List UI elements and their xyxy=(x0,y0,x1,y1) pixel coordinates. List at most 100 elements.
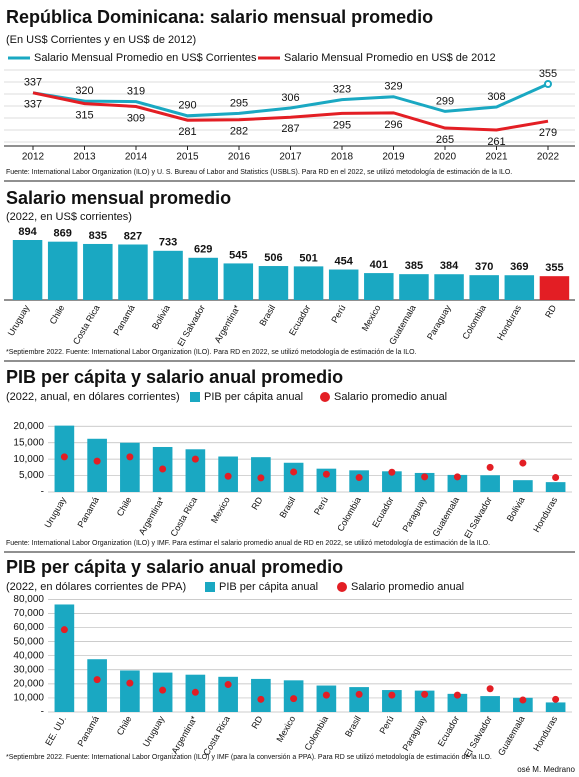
chart-title: PIB per cápita y salario anual promedio xyxy=(6,557,343,577)
legend-label: Salario promedio anual xyxy=(351,581,464,593)
dot xyxy=(191,688,199,696)
dot xyxy=(453,473,461,481)
bar xyxy=(545,482,566,492)
chart-subtitle: (En US$ Corrientes y en US$ de 2012) xyxy=(6,34,196,46)
data-label: 355 xyxy=(539,68,557,80)
dot xyxy=(93,676,101,684)
bar xyxy=(382,471,402,492)
dot xyxy=(486,463,494,471)
data-label: 454 xyxy=(335,255,354,267)
line-series xyxy=(32,91,549,132)
bar xyxy=(480,696,500,712)
dot xyxy=(257,474,265,482)
data-label: 309 xyxy=(127,112,145,124)
dot xyxy=(552,695,560,703)
bar xyxy=(316,468,337,492)
x-tick-label: 2015 xyxy=(176,152,199,163)
dot xyxy=(486,685,494,693)
bar xyxy=(120,442,140,492)
data-label: 506 xyxy=(264,252,282,264)
data-label: 281 xyxy=(178,126,196,138)
data-label: 329 xyxy=(384,81,402,93)
dot xyxy=(126,679,134,687)
x-tick-label: 2016 xyxy=(228,152,251,163)
legend-swatch xyxy=(320,392,330,402)
data-label: 295 xyxy=(230,97,248,109)
data-label: 869 xyxy=(54,228,72,240)
data-label: 827 xyxy=(124,230,142,242)
data-label: 287 xyxy=(281,123,299,135)
data-label: 296 xyxy=(384,119,402,131)
legend-label: Salario Mensual Promedio en US$ de 2012 xyxy=(284,52,496,64)
bar xyxy=(349,470,369,492)
bar xyxy=(87,438,107,492)
dot xyxy=(388,691,396,699)
bar xyxy=(185,449,206,492)
data-label: 261 xyxy=(487,136,505,148)
dot xyxy=(60,453,68,461)
bar xyxy=(447,474,468,492)
dot xyxy=(224,472,232,480)
bar xyxy=(316,685,337,712)
data-label: 323 xyxy=(333,84,351,96)
data-label: 370 xyxy=(475,261,493,273)
bar xyxy=(87,659,107,712)
bar xyxy=(504,275,535,300)
x-tick-label: 2020 xyxy=(434,152,457,163)
legend-swatch xyxy=(190,392,200,402)
footnote: Fuente: International Labor Organization… xyxy=(6,540,490,547)
y-tick-label: 40,000 xyxy=(13,650,44,661)
dot xyxy=(322,691,330,699)
dot xyxy=(519,459,527,467)
legend-label: Salario promedio anual xyxy=(334,391,447,403)
bar xyxy=(434,274,464,300)
bar xyxy=(12,240,43,300)
bar xyxy=(382,690,402,712)
bar xyxy=(120,670,140,712)
y-tick-label: - xyxy=(41,707,44,718)
bar xyxy=(480,475,500,492)
data-label: 282 xyxy=(230,126,248,138)
y-tick-label: 15,000 xyxy=(13,437,44,448)
dot xyxy=(388,468,396,476)
bar xyxy=(414,472,435,492)
y-tick-label: 50,000 xyxy=(13,636,44,647)
bar xyxy=(364,273,394,300)
y-tick-label: 20,000 xyxy=(13,678,44,689)
bar xyxy=(349,687,369,712)
y-tick-label: 80,000 xyxy=(13,594,44,605)
dot xyxy=(552,474,560,482)
bar xyxy=(513,697,533,712)
x-tick-label: 2018 xyxy=(331,152,354,163)
data-label: 299 xyxy=(436,95,454,107)
data-label: 337 xyxy=(24,77,42,89)
bar xyxy=(539,276,570,300)
x-tick-label: 2019 xyxy=(382,152,405,163)
bar xyxy=(469,275,499,300)
data-label: 315 xyxy=(75,109,93,121)
bar xyxy=(399,274,429,300)
bar xyxy=(47,241,78,300)
data-label: 835 xyxy=(89,230,107,242)
bar xyxy=(545,702,566,712)
data-label: 384 xyxy=(440,260,459,272)
dot xyxy=(224,681,232,689)
footnote: Fuente: International Labor Organization… xyxy=(6,169,512,176)
data-label: 319 xyxy=(127,86,145,98)
y-tick-label: - xyxy=(41,487,44,498)
data-label: 733 xyxy=(159,237,177,249)
bar xyxy=(251,678,271,712)
y-tick-label: 10,000 xyxy=(13,693,44,704)
chart-title: PIB per cápita y salario anual promedio xyxy=(6,367,343,387)
bar xyxy=(223,263,254,300)
bar xyxy=(283,462,304,492)
dot xyxy=(290,468,298,476)
bar xyxy=(258,266,289,300)
bar xyxy=(414,690,435,712)
dot xyxy=(159,686,167,694)
bar xyxy=(54,604,75,712)
dot xyxy=(421,690,429,698)
y-tick-label: 5,000 xyxy=(19,470,44,481)
data-label: 501 xyxy=(299,252,317,264)
